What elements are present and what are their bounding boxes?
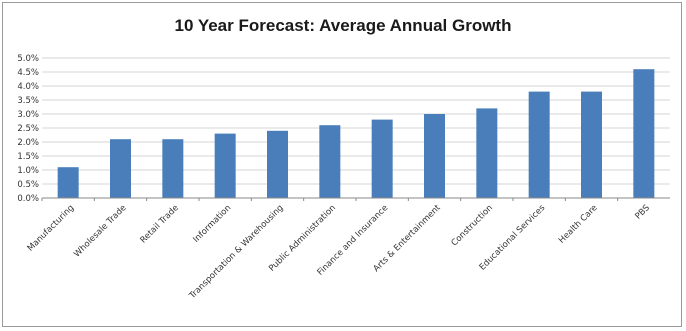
- x-category-label: PBS: [633, 203, 652, 222]
- bar: [476, 108, 498, 198]
- x-category-label: Information: [191, 203, 233, 245]
- bar: [57, 167, 79, 198]
- x-category-label: Transportation & Warehousing: [187, 203, 286, 302]
- y-tick-label: 2.5%: [17, 124, 39, 134]
- y-tick-label: 3.0%: [17, 110, 39, 120]
- y-tick-label: 2.0%: [17, 138, 39, 148]
- y-tick-label: 1.0%: [17, 166, 39, 176]
- x-category-label: Wholesale Trade: [72, 203, 128, 259]
- bar: [371, 119, 393, 198]
- gridlines: [42, 57, 670, 199]
- y-tick-label: 4.5%: [17, 68, 39, 78]
- bar: [162, 139, 184, 198]
- bar: [633, 69, 655, 198]
- y-tick-label: 5.0%: [17, 54, 39, 64]
- y-tick-label: 1.5%: [17, 152, 39, 162]
- y-axis: 0.0% 0.5% 1.0% 1.5% 2.0% 2.5% 3.0% 3.5% 4.0% 4.5%…: [17, 54, 39, 204]
- chart-title: 10 Year Forecast: Average Annual Growth: [174, 16, 512, 35]
- bar: [581, 91, 602, 198]
- bar: [110, 139, 131, 198]
- bar: [214, 133, 236, 198]
- bar: [267, 130, 288, 198]
- x-category-label: Manufacturing: [26, 203, 77, 254]
- bar: [319, 125, 341, 198]
- x-category-label: Construction: [450, 203, 495, 248]
- x-category-label: Health Care: [557, 203, 600, 246]
- y-tick-label: 3.5%: [17, 96, 39, 106]
- bar: [528, 91, 550, 198]
- x-category-label: Retail Trade: [139, 203, 181, 245]
- y-tick-label: 0.0%: [17, 194, 39, 204]
- bars: [57, 69, 655, 198]
- y-tick-label: 4.0%: [17, 82, 39, 92]
- bar: [424, 114, 445, 198]
- y-tick-label: 0.5%: [17, 180, 39, 190]
